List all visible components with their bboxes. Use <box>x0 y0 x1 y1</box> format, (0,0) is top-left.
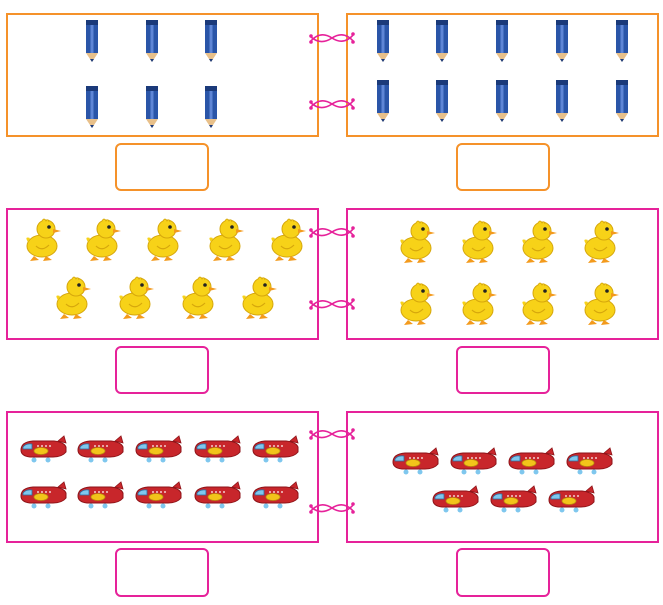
blue-pencil-icon <box>555 19 569 63</box>
yellow-duckling-icon <box>458 280 498 326</box>
yellow-duckling-icon <box>115 274 155 320</box>
blue-pencil-icon <box>495 19 509 63</box>
blue-pencil-icon <box>435 19 449 63</box>
ducklings-right-answer-box[interactable] <box>456 346 550 394</box>
yellow-duckling-icon <box>205 216 245 262</box>
yellow-duckling-icon <box>458 218 498 264</box>
binder-rings-icon <box>308 498 356 518</box>
yellow-duckling-icon <box>267 216 307 262</box>
pencils-left-group <box>6 13 319 137</box>
red-airplane-icon <box>506 447 556 477</box>
yellow-duckling-icon <box>580 280 620 326</box>
red-airplane-icon <box>75 481 125 511</box>
blue-pencil-icon <box>204 19 218 63</box>
binder-rings-icon <box>308 294 356 314</box>
red-airplane-icon <box>18 481 68 511</box>
blue-pencil-icon <box>145 85 159 129</box>
blue-pencil-icon <box>145 19 159 63</box>
red-airplane-icon <box>250 481 300 511</box>
airplanes-left-answer-box[interactable] <box>115 548 209 597</box>
blue-pencil-icon <box>435 79 449 123</box>
yellow-duckling-icon <box>580 218 620 264</box>
yellow-duckling-icon <box>238 274 278 320</box>
airplanes-left-group <box>6 411 319 543</box>
yellow-duckling-icon <box>178 274 218 320</box>
red-airplane-icon <box>390 447 440 477</box>
red-airplane-icon <box>133 435 183 465</box>
red-airplane-icon <box>18 435 68 465</box>
airplanes-right-group <box>346 411 659 543</box>
binder-rings-icon <box>308 94 356 114</box>
blue-pencil-icon <box>376 19 390 63</box>
red-airplane-icon <box>488 485 538 515</box>
red-airplane-icon <box>448 447 498 477</box>
red-airplane-icon <box>133 481 183 511</box>
blue-pencil-icon <box>85 85 99 129</box>
binder-rings-icon <box>308 28 356 48</box>
red-airplane-icon <box>546 485 596 515</box>
ducklings-left-group <box>6 208 319 340</box>
pencils-right-group <box>346 13 659 137</box>
red-airplane-icon <box>564 447 614 477</box>
red-airplane-icon <box>75 435 125 465</box>
yellow-duckling-icon <box>143 216 183 262</box>
red-airplane-icon <box>250 435 300 465</box>
yellow-duckling-icon <box>518 218 558 264</box>
yellow-duckling-icon <box>396 218 436 264</box>
yellow-duckling-icon <box>82 216 122 262</box>
blue-pencil-icon <box>615 79 629 123</box>
airplanes-right-answer-box[interactable] <box>456 548 550 597</box>
pencils-right-answer-box[interactable] <box>456 143 550 191</box>
ducklings-right-group <box>346 208 659 340</box>
pencils-left-answer-box[interactable] <box>115 143 209 191</box>
yellow-duckling-icon <box>396 280 436 326</box>
yellow-duckling-icon <box>518 280 558 326</box>
blue-pencil-icon <box>85 19 99 63</box>
blue-pencil-icon <box>495 79 509 123</box>
blue-pencil-icon <box>204 85 218 129</box>
red-airplane-icon <box>192 435 242 465</box>
red-airplane-icon <box>192 481 242 511</box>
red-airplane-icon <box>430 485 480 515</box>
blue-pencil-icon <box>555 79 569 123</box>
blue-pencil-icon <box>376 79 390 123</box>
yellow-duckling-icon <box>22 216 62 262</box>
ducklings-left-answer-box[interactable] <box>115 346 209 394</box>
binder-rings-icon <box>308 222 356 242</box>
blue-pencil-icon <box>615 19 629 63</box>
yellow-duckling-icon <box>52 274 92 320</box>
binder-rings-icon <box>308 424 356 444</box>
